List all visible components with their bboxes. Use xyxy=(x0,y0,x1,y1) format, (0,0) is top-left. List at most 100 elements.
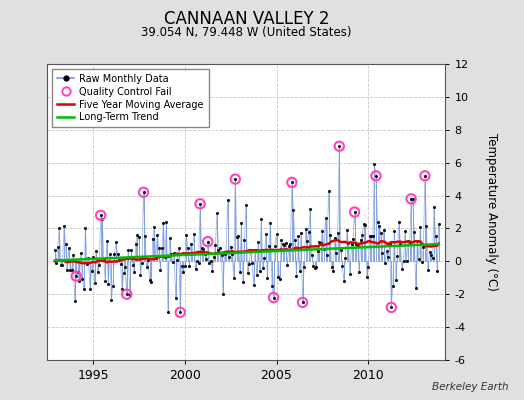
Point xyxy=(213,210,221,216)
Point xyxy=(68,266,76,273)
Point xyxy=(210,254,218,260)
Point xyxy=(225,254,233,260)
Point xyxy=(334,230,342,236)
Point xyxy=(119,270,128,276)
Point xyxy=(66,266,74,273)
Point xyxy=(147,279,155,285)
Point xyxy=(128,262,137,269)
Point xyxy=(329,268,337,275)
Point xyxy=(228,250,236,257)
Point xyxy=(266,220,275,226)
Point xyxy=(148,236,157,242)
Point xyxy=(110,250,118,257)
Point xyxy=(165,235,173,241)
Point xyxy=(351,209,359,215)
Point xyxy=(300,264,308,270)
Point xyxy=(115,257,123,264)
Point xyxy=(118,286,126,292)
Point xyxy=(52,260,61,267)
Point xyxy=(265,243,273,250)
Point xyxy=(283,262,291,268)
Point xyxy=(196,200,204,207)
Point xyxy=(271,242,279,249)
Point xyxy=(126,292,134,298)
Point xyxy=(356,236,365,243)
Point xyxy=(184,244,192,251)
Point xyxy=(419,244,428,250)
Point xyxy=(294,233,302,239)
Point xyxy=(399,258,408,264)
Point xyxy=(242,202,250,209)
Point xyxy=(179,269,188,276)
Point xyxy=(83,261,91,267)
Point xyxy=(289,207,298,214)
Point xyxy=(193,258,201,265)
Point xyxy=(291,237,299,243)
Point xyxy=(81,225,90,231)
Point xyxy=(104,281,113,288)
Point xyxy=(167,250,175,257)
Point xyxy=(75,278,83,284)
Point xyxy=(316,240,325,246)
Point xyxy=(272,231,281,238)
Point xyxy=(101,278,110,284)
Point xyxy=(106,250,114,257)
Point xyxy=(303,238,311,244)
Point xyxy=(407,196,416,202)
Point xyxy=(311,265,319,272)
Point xyxy=(243,270,252,277)
Point xyxy=(216,245,224,251)
Point xyxy=(347,241,356,247)
Point xyxy=(146,277,154,283)
Point xyxy=(95,262,103,268)
Point xyxy=(430,203,438,210)
Point xyxy=(72,273,80,279)
Point xyxy=(170,250,178,257)
Point xyxy=(424,267,432,273)
Point xyxy=(211,242,220,248)
Point xyxy=(203,238,212,245)
Point xyxy=(201,251,209,257)
Point xyxy=(427,251,435,258)
Y-axis label: Temperature Anomaly (°C): Temperature Anomaly (°C) xyxy=(485,133,498,291)
Point xyxy=(205,260,213,266)
Point xyxy=(136,272,145,278)
Point xyxy=(90,280,99,287)
Point xyxy=(63,267,71,273)
Point xyxy=(332,250,341,256)
Point xyxy=(288,179,296,186)
Point xyxy=(353,243,362,250)
Point xyxy=(222,249,230,255)
Point xyxy=(89,253,97,260)
Point xyxy=(312,264,321,270)
Point xyxy=(381,260,389,266)
Point xyxy=(387,304,396,310)
Point xyxy=(375,223,383,230)
Point xyxy=(188,249,196,256)
Point xyxy=(155,245,163,252)
Point xyxy=(64,245,73,252)
Point xyxy=(51,247,59,253)
Point xyxy=(331,235,339,242)
Point xyxy=(124,247,133,253)
Point xyxy=(280,242,288,248)
Point xyxy=(237,219,246,226)
Point xyxy=(127,247,136,254)
Point xyxy=(387,304,396,310)
Point xyxy=(288,179,296,186)
Point xyxy=(130,268,138,275)
Point xyxy=(298,299,307,306)
Point xyxy=(379,227,388,234)
Point xyxy=(263,274,271,281)
Point xyxy=(69,251,78,258)
Point xyxy=(194,260,203,266)
Point xyxy=(314,248,322,254)
Point xyxy=(161,253,169,260)
Point xyxy=(251,247,259,254)
Point xyxy=(391,277,400,284)
Point xyxy=(230,275,238,281)
Point xyxy=(321,215,330,221)
Point xyxy=(78,276,86,282)
Point xyxy=(364,264,373,270)
Point xyxy=(431,232,440,239)
